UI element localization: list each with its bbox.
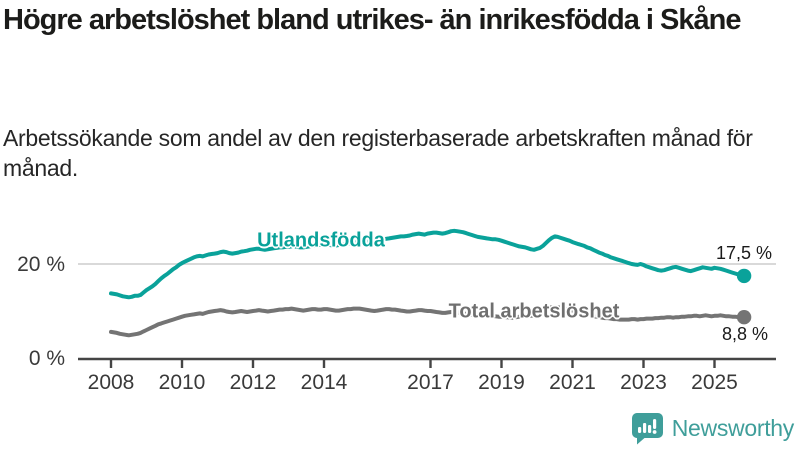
x-tick-label: 2017 [407, 371, 454, 394]
series-line-foreign-born [109, 228, 747, 300]
brand-name: Newsworthy [671, 414, 795, 441]
series-line-total [109, 304, 747, 338]
page-title: Högre arbetslöshet bland utrikes- än inr… [3, 4, 741, 36]
y-tick-label-20: 20 % [17, 253, 65, 276]
x-tick-label: 2023 [620, 371, 667, 394]
end-value-label-total: 8,8 % [721, 324, 768, 344]
x-tick-label: 2019 [478, 371, 525, 394]
x-tick-label: 2008 [87, 371, 135, 394]
newsworthy-brand: Newsworthy [630, 410, 794, 446]
series-endpoint-total [736, 310, 752, 325]
series-endpoint-foreign-born [736, 268, 752, 284]
x-axis-ticks [109, 359, 716, 368]
series-label-total: Total arbetslöshet [448, 300, 620, 323]
x-tick-label: 2021 [549, 371, 596, 394]
y-tick-label-0: 0 % [28, 347, 65, 370]
x-tick-label: 2012 [229, 371, 277, 394]
chart-subtitle: Arbetssökande som andel av den registerb… [3, 125, 753, 181]
series-label-foreign-born: Utlandsfödda [257, 229, 385, 252]
x-tick-label: 2014 [300, 371, 348, 394]
x-tick-label: 2010 [158, 371, 206, 394]
x-tick-label: 2025 [691, 371, 738, 394]
bar-chart-speech-bubble-icon [631, 412, 663, 444]
end-value-label-foreign-born: 17,5 % [715, 243, 772, 263]
